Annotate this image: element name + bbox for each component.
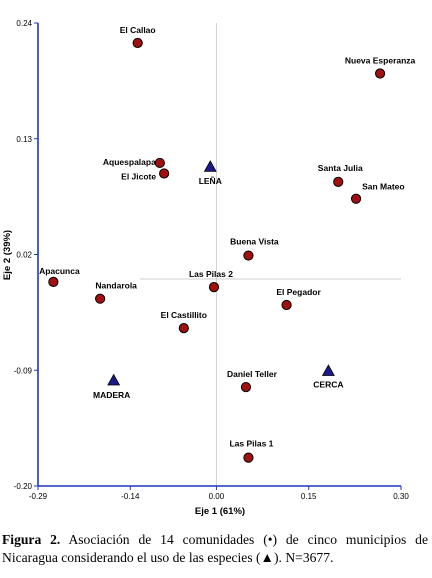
data-label: El Pegador — [276, 287, 321, 297]
use-category-point — [107, 373, 121, 386]
y-tick-label: 0.24 — [16, 19, 32, 28]
data-label: Aquespalapa — [103, 157, 156, 167]
data-label: Apacunca — [39, 266, 80, 276]
community-point — [333, 176, 344, 187]
y-tick-label: 0.02 — [16, 251, 32, 260]
use-category-point — [321, 364, 335, 376]
x-tick-label: 0.00 — [209, 492, 225, 501]
caption-text: Asociación de 14 comunidades (•) de cinc… — [2, 532, 428, 565]
community-point — [178, 323, 189, 334]
x-tick-label: -0.29 — [29, 492, 48, 501]
community-point — [281, 299, 292, 311]
community-point — [374, 68, 386, 79]
figure-caption: Figura 2. Asociación de 14 comunidades (… — [2, 531, 428, 567]
figure-label: Figura 2. — [2, 532, 61, 547]
community-point — [159, 168, 170, 179]
community-point — [350, 193, 362, 204]
community-point — [240, 381, 252, 393]
scatter-plot: -0.29 -0.14 0.00 0.15 0.30 0.24 0.13 0.02 -0.09 -… — [2, 19, 416, 517]
x-tick-label: 0.15 — [301, 492, 317, 501]
community-point — [48, 276, 59, 287]
y-tick-label: -0.20 — [14, 482, 33, 491]
data-label: El Castillito — [161, 310, 207, 320]
data-label: Buena Vista — [230, 237, 279, 247]
y-tick-label: -0.09 — [14, 366, 33, 375]
data-label: LEÑA — [199, 176, 222, 186]
data-label: Daniel Teller — [227, 369, 278, 379]
data-label: Las Pilas 2 — [189, 269, 233, 279]
data-label: Nandarola — [95, 281, 137, 291]
x-axis-label: Eje 1 (61%) — [195, 506, 245, 517]
data-label: Las Pilas 1 — [229, 439, 273, 449]
y-tick-label: 0.13 — [16, 135, 32, 144]
data-label: Santa Julia — [318, 163, 363, 173]
community-point — [95, 293, 106, 304]
data-label: CERCA — [313, 379, 343, 389]
y-axis-label: Eje 2 (39%) — [2, 230, 13, 280]
community-point — [208, 282, 220, 293]
data-label: Nueva Esperanza — [345, 56, 416, 66]
community-point — [243, 250, 254, 261]
x-tick-label: -0.14 — [121, 492, 140, 501]
use-category-point — [203, 160, 217, 172]
community-point — [154, 157, 165, 169]
data-label: MADERA — [93, 390, 130, 400]
community-point — [243, 452, 254, 463]
data-label: El Callao — [120, 25, 156, 35]
community-point — [132, 37, 143, 49]
data-label: San Mateo — [362, 182, 405, 192]
x-tick-label: 0.30 — [393, 492, 409, 501]
data-label: El Jicote — [121, 171, 156, 181]
